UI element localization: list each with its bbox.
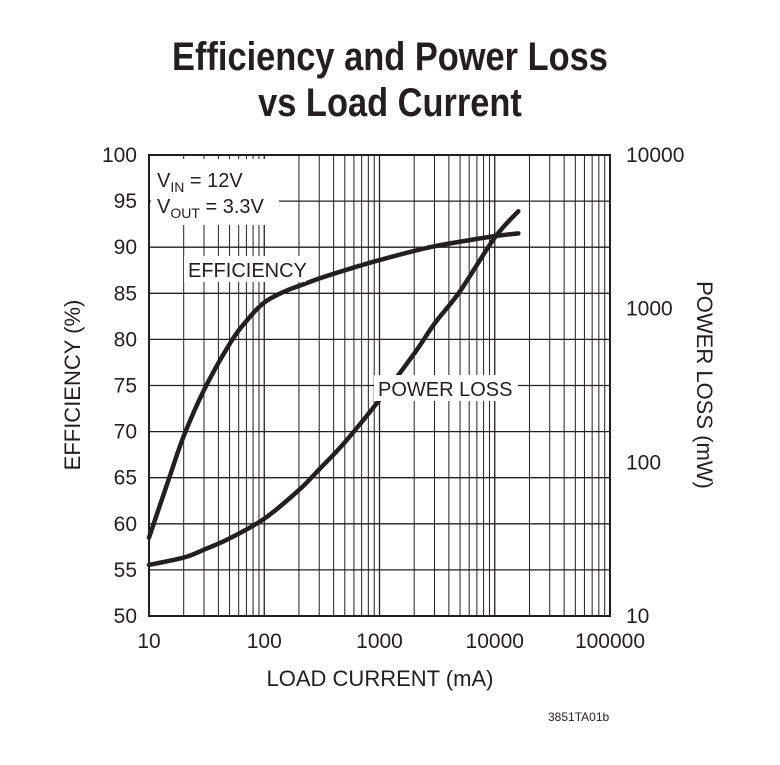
- y-tick-label: 95: [114, 190, 137, 213]
- efficiency-curve: [146, 231, 521, 540]
- power-loss-annotation: POWER LOSS: [378, 379, 512, 401]
- y-tick-label: 50: [114, 605, 137, 628]
- y-tick-label: 55: [114, 559, 137, 582]
- y-axis-label: EFFICIENCY (%): [60, 300, 85, 471]
- chart-title: Efficiency and Power Loss vs Load Curren…: [55, 34, 726, 126]
- vin-value: = 12V: [184, 170, 243, 192]
- y-tick-label: 65: [114, 467, 137, 490]
- vout-main: V: [157, 196, 171, 218]
- efficiency-label-bg: [184, 256, 306, 282]
- data-curves: [146, 209, 521, 568]
- conditions-box: [151, 159, 279, 225]
- vin-main: V: [157, 170, 171, 192]
- y2-tick-label: 1000: [626, 298, 673, 321]
- figure-code: 3851TA01b: [548, 710, 610, 724]
- y-tick-label: 100: [102, 144, 137, 167]
- x-tick-label: 10000: [466, 630, 524, 653]
- y-tick-label: 75: [114, 375, 137, 398]
- chart-title-line-2: vs Load Current: [258, 81, 522, 125]
- chart-title-line-1: Efficiency and Power Loss: [172, 35, 608, 79]
- x-tick-label: 1000: [356, 630, 403, 653]
- vout-subscript: OUT: [170, 205, 200, 221]
- vout-label: VOUT = 3.3V: [157, 196, 265, 221]
- x-tick-label: 100000: [575, 630, 645, 653]
- power-loss-label-bg: [374, 375, 518, 401]
- y-tick-label: 90: [114, 236, 137, 259]
- y2-tick-label: 100: [626, 451, 661, 474]
- y-tick-label: 60: [114, 513, 137, 536]
- power-loss-curve: [146, 209, 521, 568]
- y2-axis-label: POWER LOSS (mW): [692, 281, 717, 489]
- efficiency-annotation: EFFICIENCY: [188, 260, 307, 282]
- vin-subscript: IN: [170, 179, 184, 195]
- y-tick-label: 70: [114, 421, 137, 444]
- y2-tick-label: 10: [626, 605, 649, 628]
- x-axis-label: LOAD CURRENT (mA): [267, 666, 494, 691]
- y-tick-label: 80: [114, 328, 137, 351]
- x-tick-label: 100: [247, 630, 282, 653]
- tick-labels: 10 100 1000 10000 100000 50 55 60 65 70 75 80 85 90 95…: [102, 144, 684, 653]
- y2-tick-label: 10000: [626, 144, 684, 167]
- x-tick-label: 10: [137, 630, 160, 653]
- y-tick-label: 85: [114, 282, 137, 305]
- vout-value: = 3.3V: [200, 196, 265, 218]
- plot-frame: [148, 154, 611, 617]
- vin-label: VIN = 12V: [157, 170, 243, 195]
